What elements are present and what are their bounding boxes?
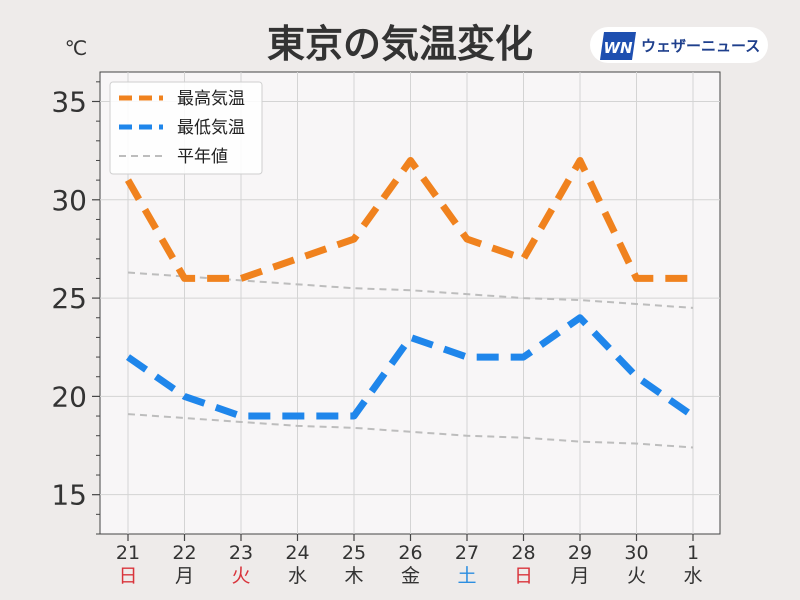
- x-tick-label-date: 21: [116, 542, 140, 564]
- x-tick-label-weekday: 火: [627, 565, 646, 587]
- legend-label-normal: 平年値: [177, 147, 228, 167]
- x-tick-label-weekday: 月: [175, 565, 194, 587]
- brand-badge: WN ウェザーニュース: [590, 27, 768, 63]
- y-tick-label: 15: [51, 479, 87, 512]
- legend-label-max: 最高気温: [177, 89, 245, 109]
- legend-label-min: 最低気温: [177, 118, 245, 138]
- x-tick-label-weekday: 月: [570, 565, 589, 587]
- x-tick-label-date: 24: [285, 542, 309, 564]
- series-line-normal-3: [127, 413, 694, 449]
- brand-logo-icon: WN: [600, 32, 636, 60]
- x-tick-label-weekday: 土: [457, 565, 476, 587]
- normal-series-group: [127, 271, 694, 449]
- series-line-min: [126, 314, 695, 420]
- x-tick-label-date: 27: [455, 542, 479, 564]
- legend: 最高気温 最低気温 平年値: [109, 81, 263, 175]
- x-tick-label-date: 25: [342, 542, 366, 564]
- chart-title: 東京の気温変化: [267, 22, 533, 66]
- y-unit-label: ℃: [65, 36, 87, 60]
- x-tick-label-date: 30: [624, 542, 648, 564]
- x-tick-label-weekday: 水: [288, 565, 307, 587]
- y-tick-label: 20: [51, 380, 87, 413]
- y-tick-label: 25: [51, 282, 87, 315]
- x-tick-label-weekday: 日: [514, 565, 533, 587]
- data-series-group: [124, 156, 695, 420]
- x-tick-label-date: 22: [172, 542, 196, 564]
- x-tick-label-date: 28: [511, 542, 535, 564]
- x-tick-label-date: 23: [229, 542, 253, 564]
- x-tick-label-weekday: 火: [231, 565, 250, 587]
- x-tick-label-date: 26: [398, 542, 422, 564]
- y-axis: 15 20 25 30 35: [51, 81, 100, 535]
- x-tick-label-weekday: 日: [118, 565, 137, 587]
- x-tick-label-weekday: 金: [401, 565, 420, 587]
- y-tick-label: 30: [51, 184, 87, 217]
- brand-logo-text: WN: [603, 39, 633, 57]
- x-tick-label-date: 1: [687, 542, 699, 564]
- y-tick-label: 35: [51, 85, 87, 118]
- x-tick-label-date: 29: [568, 542, 592, 564]
- x-tick-label-weekday: 木: [344, 565, 363, 587]
- legend-box: [109, 81, 263, 175]
- x-tick-label-weekday: 水: [683, 565, 702, 587]
- brand-name: ウェザーニュース: [641, 37, 760, 55]
- series-line-normal-2: [127, 271, 694, 309]
